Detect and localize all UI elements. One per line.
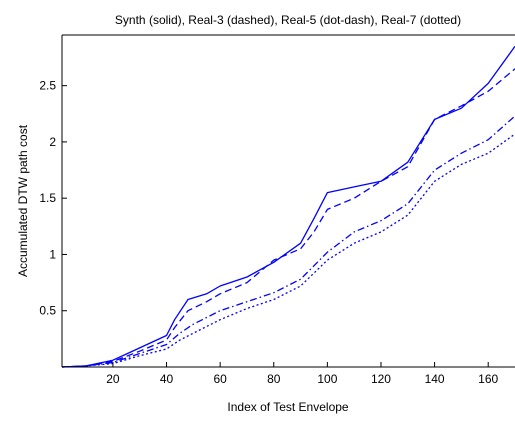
- x-tick-label: 160: [478, 372, 498, 386]
- x-tick-label: 20: [106, 372, 120, 386]
- y-axis-label: Accumulated DTW path cost: [16, 124, 30, 277]
- series-line-real-3: [61, 68, 515, 368]
- y-tick-label: 2.5: [39, 79, 56, 93]
- plot-area: [62, 35, 515, 367]
- x-axis-ticks: 20 40 60 80 100 120 140 160: [106, 362, 499, 386]
- y-tick-label: 1: [49, 247, 56, 261]
- x-tick-label: 140: [425, 372, 445, 386]
- x-tick-label: 40: [160, 372, 174, 386]
- x-tick-label: 100: [317, 372, 337, 386]
- y-tick-label: 0.5: [39, 304, 56, 318]
- y-tick-label: 1.5: [39, 191, 56, 205]
- x-tick-label: 60: [213, 372, 227, 386]
- x-tick-label: 120: [371, 372, 391, 386]
- series-line-synth: [61, 45, 515, 368]
- x-axis-label: Index of Test Envelope: [227, 400, 349, 414]
- series-line-real-5: [61, 115, 515, 368]
- chart-title: Synth (solid), Real-3 (dashed), Real-5 (…: [115, 13, 461, 27]
- x-tick-label: 80: [267, 372, 281, 386]
- y-tick-label: 2: [49, 135, 56, 149]
- series-layer: [61, 45, 515, 368]
- series-line-real-7: [61, 133, 515, 368]
- y-axis-ticks: 0.5 1 1.5 2 2.5: [39, 79, 67, 318]
